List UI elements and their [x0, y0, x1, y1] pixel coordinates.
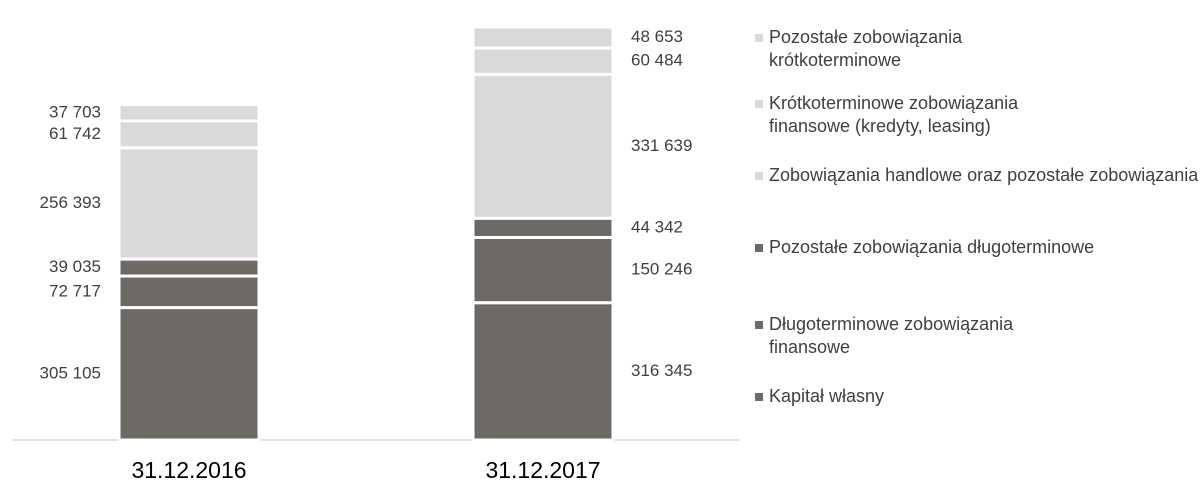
data-label: 48 653 — [631, 27, 683, 46]
bar-segment — [471, 72, 615, 220]
legend-marker — [755, 100, 763, 108]
x-tick-label: 31.12.2017 — [485, 457, 600, 483]
bar-segment — [471, 235, 615, 305]
legend-label: Pozostałe zobowiązania długoterminowe — [769, 237, 1095, 257]
legend-marker — [755, 172, 763, 180]
legend-item: Zobowiązania handlowe oraz pozostałe zob… — [755, 164, 1199, 187]
data-label: 39 035 — [49, 257, 101, 276]
x-tick-label: 31.12.2016 — [131, 457, 246, 483]
data-label: 60 484 — [631, 51, 683, 70]
legend-marker — [755, 34, 763, 42]
data-label: 331 639 — [631, 136, 692, 155]
legend-marker — [755, 321, 763, 329]
bar-segment — [117, 146, 261, 261]
legend-label: Długoterminowe zobowiązania finansowe — [769, 314, 1014, 357]
bar-segment — [117, 274, 261, 310]
legend-item: Pozostałe zobowiązania krótkoterminowe — [755, 26, 1029, 72]
bar-segment — [117, 119, 261, 150]
data-label: 44 342 — [631, 217, 683, 236]
legend-item: Krótkoterminowe zobowiązania finansowe (… — [755, 92, 1099, 138]
data-label: 72 717 — [49, 281, 101, 300]
bar-segment — [117, 257, 261, 278]
legend-label: Krótkoterminowe zobowiązania finansowe (… — [769, 93, 1019, 136]
bar-segment — [471, 216, 615, 239]
legend-item: Długoterminowe zobowiązania finansowe — [755, 313, 1099, 359]
bar-segment — [471, 301, 615, 442]
legend-item: Kapitał własny — [755, 385, 1204, 408]
data-label: 316 345 — [631, 361, 692, 380]
bar-segment — [117, 103, 261, 123]
bar-segment — [471, 46, 615, 76]
bar-segment — [471, 25, 615, 50]
data-label: 150 246 — [631, 260, 692, 279]
data-label: 37 703 — [49, 102, 101, 121]
legend-item: Pozostałe zobowiązania długoterminowe — [755, 236, 1204, 259]
legend-marker — [755, 244, 763, 252]
legend-marker — [755, 393, 763, 401]
bar-segment — [117, 306, 261, 442]
legend-label: Zobowiązania handlowe oraz pozostałe zob… — [769, 165, 1199, 185]
data-label: 305 105 — [40, 363, 101, 382]
legend-label: Pozostałe zobowiązania krótkoterminowe — [769, 27, 963, 70]
legend-label: Kapitał własny — [769, 386, 885, 406]
data-label: 256 393 — [40, 193, 101, 212]
data-label: 61 742 — [49, 124, 101, 143]
